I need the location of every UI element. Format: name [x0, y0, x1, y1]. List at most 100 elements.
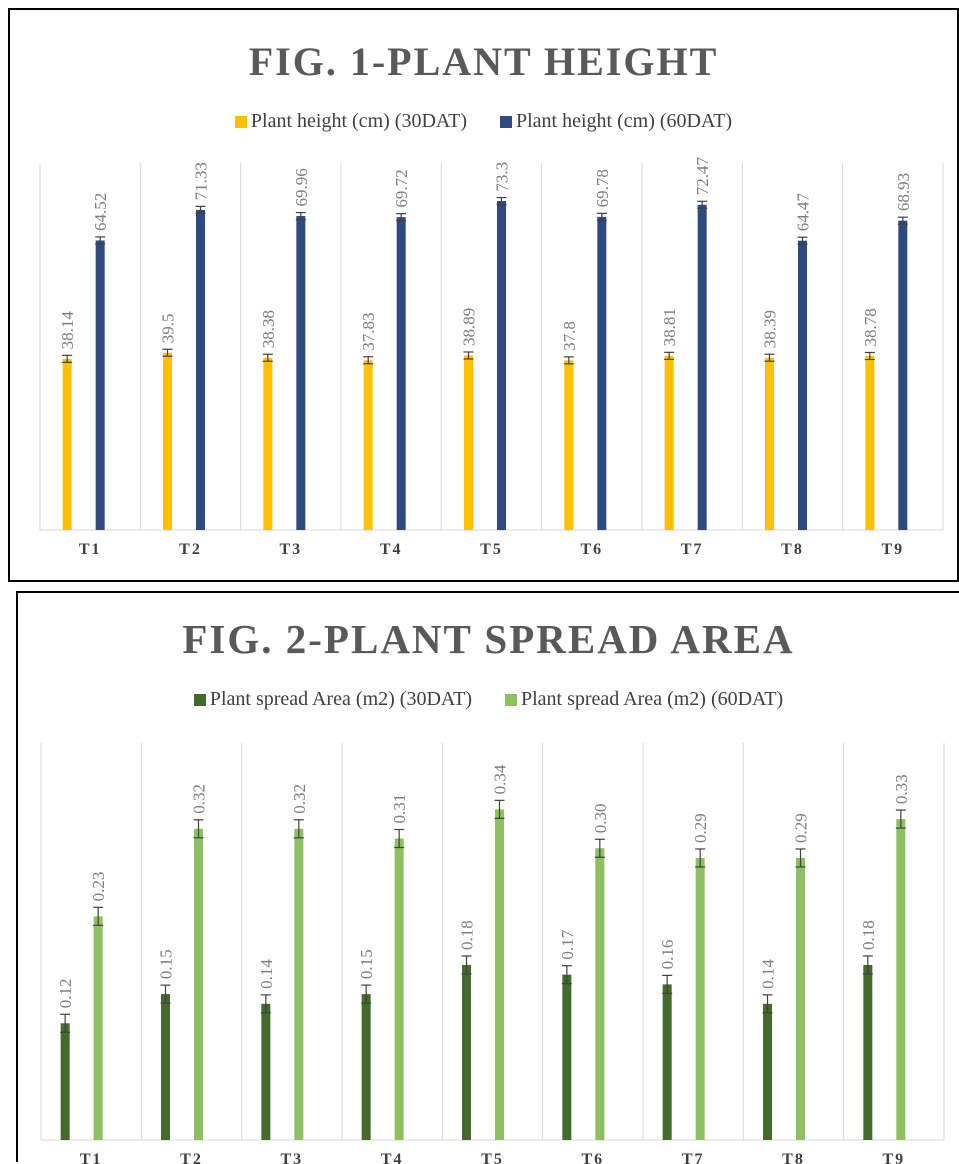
bar-t5-series-1 [462, 964, 471, 1140]
x-tick-label: T2 [179, 541, 202, 558]
bar-t6-series-2 [595, 848, 605, 1140]
x-tick-label: T9 [881, 541, 904, 558]
bar-t5-series-1 [464, 355, 473, 530]
data-label: 0.32 [190, 784, 209, 814]
bar-t6-series-1 [562, 974, 572, 1140]
data-label: 0.18 [458, 920, 477, 950]
data-label: 73.3 [493, 162, 512, 192]
bar-t4-series-2 [396, 217, 406, 530]
bar-t7-series-2 [697, 204, 707, 530]
x-tick-label: T6 [581, 1151, 604, 1164]
bar-t8-series-1 [765, 357, 774, 530]
data-label: 0.14 [257, 959, 276, 989]
data-label: 0.18 [859, 920, 878, 950]
data-label: 39.5 [159, 313, 178, 343]
data-label: 0.14 [759, 959, 778, 989]
bar-t4-series-1 [361, 994, 371, 1140]
legend-item-60dat: Plant spread Area (m2) (60DAT) [505, 688, 783, 711]
bar-t1-series-2 [95, 240, 105, 531]
data-label: 38.14 [58, 311, 77, 350]
bar-t8-series-2 [798, 240, 807, 531]
x-tick-label: T2 [180, 1151, 203, 1164]
chart-title: FIG. 2-PLANT SPREAD AREA [182, 616, 795, 662]
x-tick-label: T1 [79, 541, 102, 558]
data-label: 64.47 [794, 192, 813, 231]
x-tick-label: T4 [381, 1151, 404, 1164]
data-label: 69.96 [292, 168, 311, 206]
data-label: 0.15 [157, 949, 176, 979]
bar-chart-plant-spread: 0.12 0.23 T1 0.15 0.32 T2 0.14 0.32 T3 0.15 0.31 T4… [40, 743, 945, 1164]
data-label: 0.29 [792, 813, 811, 843]
data-label: 0.29 [691, 813, 710, 843]
data-label: 38.81 [660, 308, 679, 346]
bar-t9-series-1 [865, 355, 875, 530]
legend-label: Plant height (cm) (60DAT) [516, 110, 733, 132]
data-label: 71.33 [192, 162, 211, 200]
legend-swatch [234, 115, 247, 128]
legend-swatch [193, 693, 206, 706]
data-label: 69.78 [593, 169, 612, 207]
bar-t5-series-2 [495, 809, 504, 1140]
data-label: 38.89 [460, 308, 479, 346]
data-label: 0.32 [290, 784, 309, 814]
bar-t7-series-2 [695, 857, 705, 1140]
x-tick-label: T3 [279, 541, 302, 558]
bar-t9-series-2 [898, 220, 908, 530]
bar-t8-series-1 [763, 1003, 772, 1140]
data-label: 0.17 [558, 929, 577, 959]
legend-item-60dat: Plant height (cm) (60DAT) [500, 110, 732, 133]
bar-t4-series-1 [363, 360, 373, 530]
bar-t3-series-2 [296, 216, 306, 530]
data-label: 0.12 [56, 979, 75, 1009]
data-label: 37.83 [359, 312, 378, 350]
legend-label: Plant height (cm) (30DAT) [250, 110, 467, 132]
data-label: 0.16 [658, 940, 677, 970]
data-label: 38.39 [761, 310, 780, 348]
x-tick-label: T1 [80, 1151, 103, 1164]
legend-label: Plant spread Area (m2) (60DAT) [521, 688, 784, 710]
bar-t1-series-2 [93, 916, 103, 1140]
x-tick-label: T5 [481, 1151, 504, 1164]
x-tick-label: T6 [580, 541, 603, 558]
x-tick-label: T7 [681, 541, 704, 558]
data-label: 64.52 [91, 193, 110, 231]
x-tick-label: T5 [480, 541, 503, 558]
data-label: 68.93 [894, 173, 913, 211]
data-label: 38.38 [259, 310, 278, 348]
x-tick-label: T4 [380, 541, 403, 558]
bar-t5-series-2 [497, 201, 506, 530]
bar-t6-series-1 [564, 360, 574, 530]
chart-legend: Plant spread Area (m2) (30DAT) Plant spr… [18, 688, 959, 712]
x-tick-label: T8 [781, 541, 804, 558]
data-label: 0.33 [892, 774, 911, 804]
bar-t7-series-1 [664, 355, 674, 530]
bar-t1-series-1 [60, 1023, 70, 1140]
bar-t8-series-2 [796, 857, 805, 1140]
chart-title: FIG. 1-PLANT HEIGHT [248, 39, 719, 84]
bar-t9-series-1 [863, 964, 873, 1140]
bar-t2-series-1 [161, 994, 170, 1140]
legend-item-30dat: Plant height (cm) (30DAT) [234, 110, 467, 133]
legend-label: Plant spread Area (m2) (30DAT) [209, 688, 472, 710]
bar-t3-series-1 [261, 1003, 271, 1140]
data-label: 0.23 [89, 872, 108, 902]
bar-t4-series-2 [394, 838, 404, 1140]
bar-t3-series-1 [263, 357, 273, 530]
x-tick-label: T3 [280, 1151, 303, 1164]
data-label: 0.31 [390, 794, 409, 824]
bar-chart-plant-height: 38.14 64.52 T1 39.5 71.33 T2 38.38 69.96 T3 37.83… [39, 157, 944, 558]
chart-panel-plant-height: FIG. 1-PLANT HEIGHT Plant height (cm) (3… [8, 8, 959, 582]
bar-t9-series-2 [896, 819, 906, 1140]
data-label: 72.47 [693, 157, 712, 196]
chart-panel-plant-spread: FIG. 2-PLANT SPREAD AREA Plant spread Ar… [16, 591, 959, 1164]
data-label: 38.78 [861, 308, 880, 346]
legend-swatch [500, 115, 512, 128]
bar-t1-series-1 [62, 358, 72, 530]
data-label: 0.15 [357, 949, 376, 979]
bar-t2-series-2 [196, 209, 205, 531]
bar-t7-series-1 [662, 984, 672, 1140]
chart-legend: Plant height (cm) (30DAT) Plant height (… [10, 110, 957, 134]
x-tick-label: T9 [882, 1151, 905, 1164]
bar-t2-series-1 [163, 352, 172, 530]
data-label: 0.34 [491, 764, 510, 794]
